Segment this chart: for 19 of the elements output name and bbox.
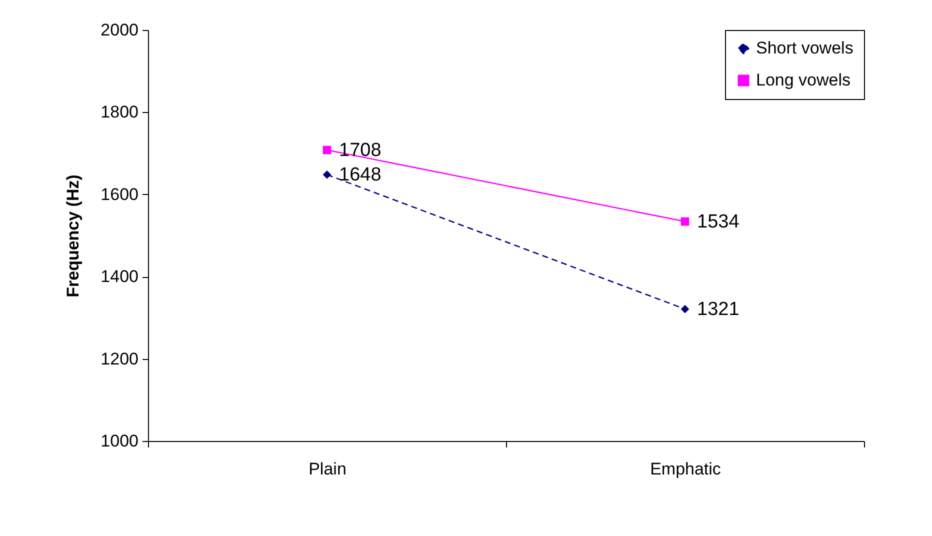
data-label: 1534: [697, 212, 740, 233]
point: [680, 217, 690, 226]
y-tick-label: 1800: [100, 102, 138, 122]
y-tick-label: 2000: [100, 20, 138, 40]
data-label: 1321: [697, 299, 740, 320]
legend-label: Long vowels: [756, 70, 851, 90]
y-axis-title: Frequency (Hz): [64, 174, 83, 298]
y-tick-label: 1600: [100, 184, 138, 204]
data-label: 1708: [339, 140, 382, 162]
y-tick-label: 1000: [100, 432, 138, 450]
x-tick-label: Plain: [308, 460, 346, 478]
point: [322, 146, 332, 154]
y-tick-label: 1400: [100, 267, 138, 286]
point: [680, 304, 690, 314]
x-tick-label: Emphatic: [650, 460, 722, 478]
legend-label: Short vowels: [756, 38, 854, 58]
y-tick-label: 1200: [100, 349, 138, 368]
data-label: 1648: [339, 164, 382, 186]
point: [322, 170, 332, 179]
